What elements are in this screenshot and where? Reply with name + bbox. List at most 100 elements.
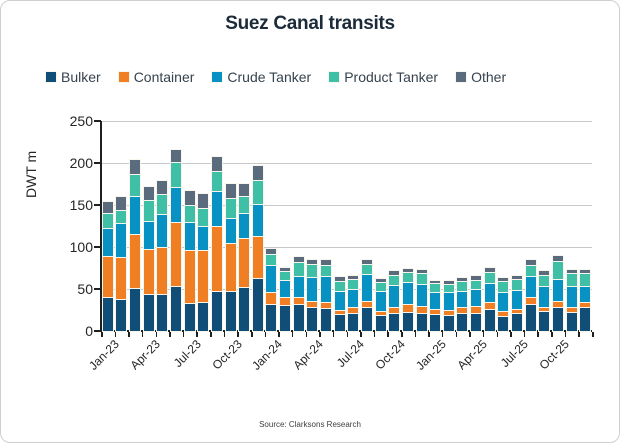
- segment-product-tanker: [389, 274, 400, 285]
- segment-product-tanker: [102, 213, 113, 228]
- y-tick-mark: [94, 246, 101, 248]
- x-tick-mark: [387, 332, 389, 337]
- segment-container: [157, 247, 168, 295]
- segment-product-tanker: [416, 273, 427, 284]
- segment-other: [184, 190, 195, 205]
- segment-container: [457, 307, 468, 314]
- x-tick-label-Apr-25: Apr-25: [454, 337, 490, 373]
- segment-container: [334, 310, 345, 315]
- segment-product-tanker: [334, 280, 345, 291]
- segment-product-tanker: [184, 205, 195, 222]
- segment-bulker: [361, 307, 372, 331]
- x-tick-mark: [169, 332, 171, 337]
- segment-product-tanker: [225, 198, 236, 219]
- segment-product-tanker: [511, 278, 522, 290]
- segment-bulker: [116, 299, 127, 331]
- segment-container: [525, 297, 536, 305]
- segment-container: [416, 305, 427, 313]
- legend-swatch: [46, 72, 56, 82]
- segment-container: [198, 249, 209, 303]
- segment-container: [498, 310, 509, 316]
- y-axis-line: [100, 121, 102, 332]
- segment-product-tanker: [484, 272, 495, 284]
- segment-other: [430, 280, 441, 284]
- segment-other: [511, 275, 522, 279]
- bar-Jul-25: [511, 275, 522, 331]
- legend-item-product-tanker: Product Tanker: [329, 69, 438, 85]
- x-tick-mark: [305, 332, 308, 337]
- segment-crude-tanker: [375, 290, 386, 311]
- segment-product-tanker: [525, 264, 536, 276]
- segment-crude-tanker: [498, 292, 509, 311]
- x-tick-label-Oct-23: Oct-23: [209, 337, 245, 373]
- segment-bulker: [334, 314, 345, 331]
- x-tick-label-Apr-23: Apr-23: [127, 337, 163, 373]
- segment-other: [443, 281, 454, 284]
- legend-item-container: Container: [118, 69, 194, 85]
- segment-bulker: [443, 315, 454, 331]
- bar-Jun-25: [498, 278, 509, 331]
- bar-Dec-24: [416, 269, 427, 331]
- x-tick-mark: [251, 332, 253, 337]
- bar-Jan-24: [266, 248, 277, 331]
- segment-crude-tanker: [511, 289, 522, 310]
- segment-other: [348, 275, 359, 279]
- y-tick-mark: [94, 204, 101, 206]
- segment-container: [293, 297, 304, 305]
- segment-crude-tanker: [293, 275, 304, 298]
- bar-Sep-23: [211, 157, 222, 331]
- segment-product-tanker: [471, 279, 482, 289]
- x-tick-mark: [455, 332, 458, 337]
- segment-container: [484, 302, 495, 310]
- segment-crude-tanker: [211, 190, 222, 226]
- segment-other: [402, 268, 413, 273]
- segment-product-tanker: [321, 264, 332, 276]
- legend-label: Product Tanker: [344, 69, 439, 85]
- segment-product-tanker: [498, 280, 509, 293]
- segment-bulker: [525, 304, 536, 331]
- bar-Jun-23: [171, 149, 181, 331]
- legend-label: Bulker: [61, 69, 101, 85]
- x-tick-mark: [182, 332, 185, 337]
- segment-bulker: [280, 304, 291, 331]
- segment-product-tanker: [130, 173, 141, 196]
- bar-Feb-24: [280, 268, 291, 331]
- bar-Aug-24: [361, 259, 372, 331]
- x-tick-mark: [332, 332, 335, 337]
- x-tick-mark: [155, 332, 158, 337]
- segment-product-tanker: [402, 272, 413, 283]
- segment-bulker: [266, 304, 277, 331]
- segment-bulker: [471, 312, 482, 331]
- segment-container: [552, 300, 563, 308]
- segment-bulker: [552, 307, 563, 331]
- bar-Apr-23: [143, 186, 154, 331]
- x-tick-mark: [441, 332, 444, 337]
- segment-container: [471, 305, 482, 313]
- segment-crude-tanker: [102, 227, 113, 257]
- segment-crude-tanker: [402, 282, 413, 305]
- segment-bulker: [430, 314, 441, 331]
- x-tick-mark: [496, 332, 499, 337]
- segment-product-tanker: [239, 195, 250, 213]
- segment-crude-tanker: [457, 290, 468, 308]
- segment-product-tanker: [293, 262, 304, 276]
- segment-other: [225, 184, 236, 199]
- segment-container: [566, 307, 577, 312]
- segment-bulker: [130, 288, 141, 331]
- segment-bulker: [457, 313, 468, 331]
- segment-container: [239, 237, 250, 288]
- segment-product-tanker: [116, 210, 127, 223]
- segment-container: [375, 310, 386, 316]
- segment-product-tanker: [307, 263, 318, 278]
- segment-bulker: [293, 304, 304, 331]
- segment-crude-tanker: [280, 279, 291, 298]
- segment-bulker: [157, 294, 168, 331]
- x-tick-label-Jan-24: Jan-24: [249, 337, 286, 373]
- segment-container: [252, 236, 263, 279]
- segment-container: [430, 309, 441, 315]
- chart-title: Suez Canal transits: [225, 13, 395, 34]
- segment-other: [484, 268, 495, 273]
- gridline-200: [101, 163, 592, 164]
- bar-Nov-23: [239, 184, 250, 331]
